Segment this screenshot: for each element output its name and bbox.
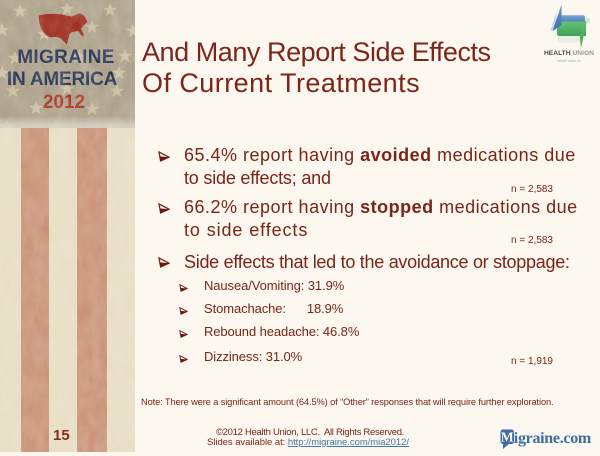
svg-text:M: M [501,430,514,445]
svg-text:igraine.com: igraine.com [514,430,592,447]
